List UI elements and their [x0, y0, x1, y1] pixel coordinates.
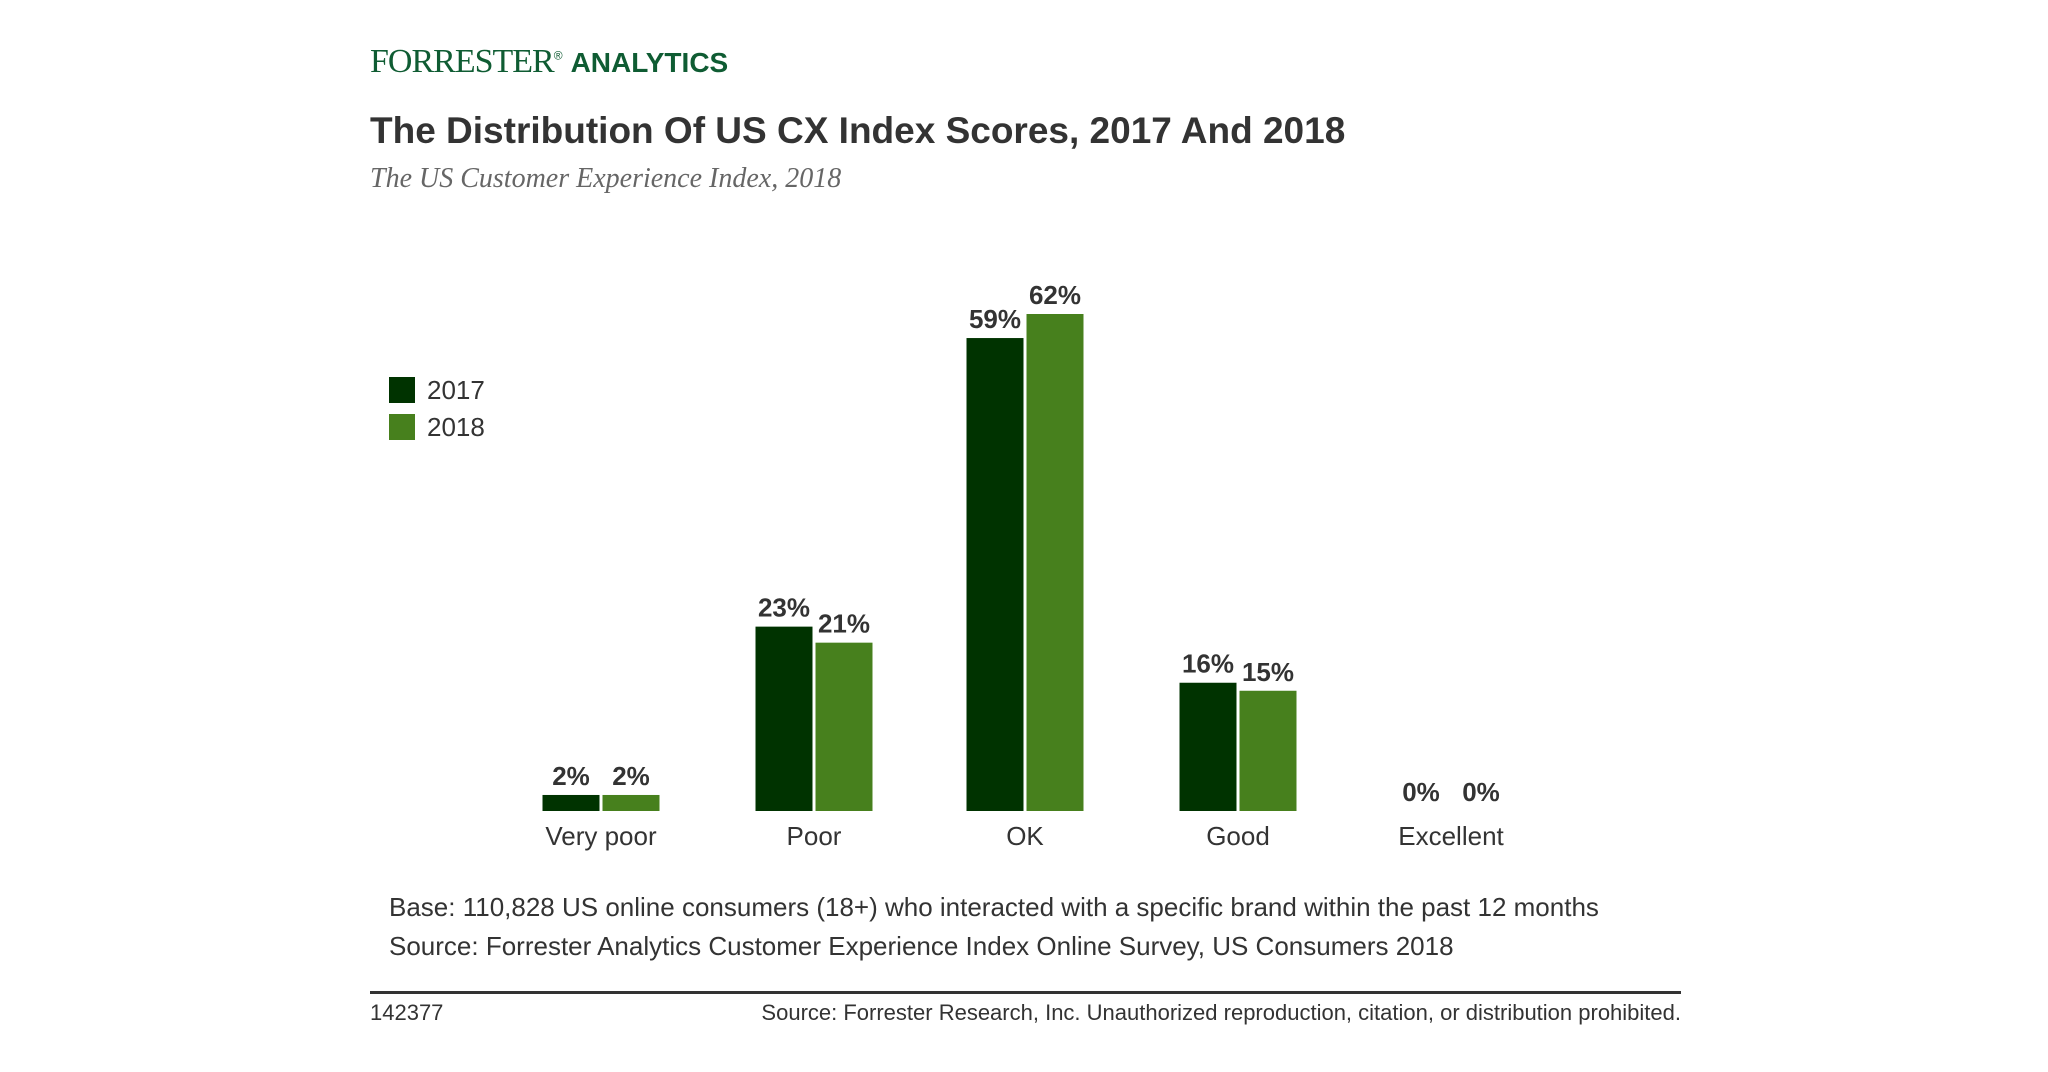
base-note: Base: 110,828 US online consumers (18+) … — [389, 892, 1599, 922]
data-label: 2% — [612, 761, 650, 791]
bar-2018-very-poor — [602, 794, 660, 811]
bar-2018-poor — [815, 642, 873, 811]
logo-forrester: FORRESTER — [370, 43, 555, 80]
bar-2017-ok — [966, 338, 1024, 811]
bar-2018-good — [1239, 690, 1297, 811]
data-label: 16% — [1182, 649, 1234, 679]
category-label: Very poor — [545, 821, 657, 851]
legend-swatch-2018 — [389, 414, 415, 440]
bar-2017-good — [1179, 682, 1237, 811]
bar-2018-ok — [1026, 314, 1084, 811]
data-label: 0% — [1402, 777, 1440, 807]
data-label: 23% — [758, 593, 810, 623]
copyright-notice: Source: Forrester Research, Inc. Unautho… — [761, 1000, 1681, 1025]
legend-label-2018: 2018 — [427, 412, 485, 442]
bar-2017-very-poor — [542, 794, 600, 811]
figure-id: 142377 — [370, 1000, 444, 1025]
data-label: 0% — [1462, 777, 1500, 807]
forrester-analytics-logo: FORRESTER® ANALYTICS — [370, 42, 728, 81]
category-label: Poor — [787, 821, 842, 851]
logo-analytics: ANALYTICS — [570, 47, 729, 78]
legend-swatch-2017 — [389, 377, 415, 403]
source-note: Source: Forrester Analytics Customer Exp… — [389, 931, 1454, 961]
category-label: Good — [1206, 821, 1270, 851]
chart-title: The Distribution Of US CX Index Scores, … — [370, 110, 1346, 151]
logo-registered: ® — [553, 48, 563, 63]
legend-label-2017: 2017 — [427, 375, 485, 405]
data-label: 62% — [1029, 280, 1081, 310]
data-label: 2% — [552, 761, 590, 791]
chart-subtitle: The US Customer Experience Index, 2018 — [370, 163, 842, 194]
data-label: 59% — [969, 304, 1021, 334]
footer-divider — [370, 991, 1681, 994]
bar-2017-poor — [755, 626, 813, 811]
data-label: 21% — [818, 609, 870, 639]
category-label: Excellent — [1398, 821, 1504, 851]
category-label: OK — [1006, 821, 1044, 851]
data-label: 15% — [1242, 657, 1294, 687]
